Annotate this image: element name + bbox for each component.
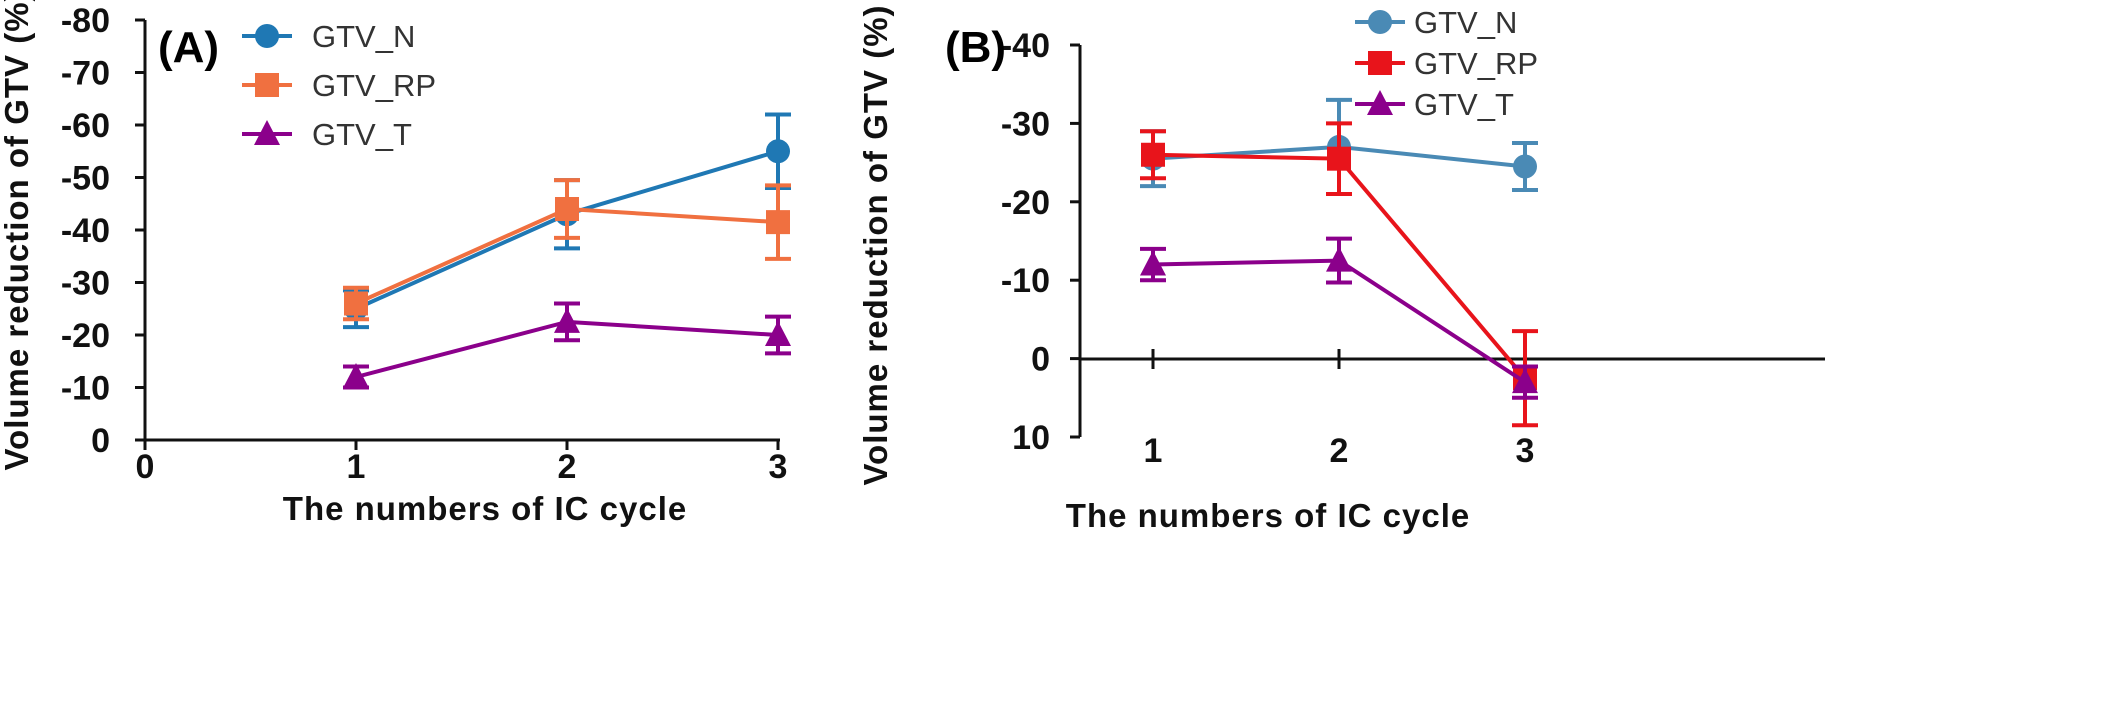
- data-point: [1327, 146, 1351, 171]
- data-point: [1326, 246, 1352, 272]
- y-tick-label: -10: [1001, 262, 1050, 300]
- x-axis-title: The numbers of IC cycle: [1066, 497, 1470, 534]
- legend-label: GTV_RP: [1414, 46, 1538, 81]
- y-axis-title: Volume reduction of GTV (%): [0, 0, 35, 471]
- y-tick-label: -40: [61, 212, 110, 250]
- panel-label: (B): [945, 23, 1006, 72]
- x-tick-label: 1: [347, 448, 366, 486]
- data-point: [1140, 250, 1166, 276]
- legend-label: GTV_T: [312, 117, 412, 152]
- x-tick-label: 3: [769, 448, 788, 486]
- legend-label: GTV_RP: [312, 68, 436, 103]
- data-point: [1368, 51, 1392, 75]
- data-point: [555, 197, 579, 221]
- data-point: [766, 139, 790, 164]
- legend-label: GTV_T: [1414, 87, 1514, 122]
- legend-entry: GTV_RP: [1355, 46, 1538, 81]
- y-tick-label: 10: [1012, 419, 1050, 457]
- y-tick-label: -40: [1001, 27, 1050, 65]
- y-tick-label: 0: [91, 422, 110, 460]
- y-tick-label: -20: [61, 317, 110, 355]
- panel-label: (A): [158, 23, 219, 72]
- data-point: [1512, 368, 1538, 394]
- series-gtv-t: [343, 301, 791, 390]
- legend-entry: GTV_RP: [242, 68, 436, 103]
- y-tick-label: 0: [1031, 341, 1050, 379]
- x-axis-title: The numbers of IC cycle: [283, 490, 687, 527]
- x-tick-label: 1: [1144, 432, 1163, 470]
- data-point: [344, 291, 368, 316]
- x-tick-label: 0: [136, 448, 155, 486]
- legend-label: GTV_N: [312, 19, 415, 54]
- y-tick-label: -10: [61, 370, 110, 408]
- data-point: [766, 210, 790, 235]
- data-point: [1367, 90, 1393, 115]
- data-point: [765, 321, 791, 346]
- y-tick-label: -80: [61, 2, 110, 40]
- data-point: [255, 73, 279, 97]
- legend-entry: GTV_N: [242, 19, 415, 54]
- y-tick-label: -50: [61, 160, 110, 198]
- legend-entry: GTV_N: [1355, 5, 1517, 40]
- legend-label: GTV_N: [1414, 5, 1517, 40]
- y-tick-label: -60: [61, 107, 110, 145]
- x-tick-label: 3: [1516, 432, 1535, 470]
- y-tick-label: -30: [1001, 105, 1050, 143]
- data-point: [255, 24, 279, 48]
- data-point: [1513, 154, 1537, 179]
- data-point: [1141, 142, 1165, 167]
- data-point: [254, 120, 280, 145]
- series-gtv-rp: [343, 178, 791, 322]
- legend-entry: GTV_T: [242, 117, 412, 152]
- legend-entry: GTV_T: [1355, 87, 1514, 122]
- y-axis-title: Volume reduction of GTV (%): [857, 4, 894, 485]
- data-point: [1368, 10, 1392, 34]
- x-tick-label: 2: [558, 448, 577, 486]
- x-tick-label: 2: [1330, 432, 1349, 470]
- data-point: [343, 363, 369, 388]
- panel-a: 0 -10 -20 -30 -40 -50 -60 -70 -80 0 1 2 3 The numbers…: [0, 0, 791, 527]
- panel-b: 10 0 -10 -20 -30 -40 1 2 3 The numbers of IC cycl…: [857, 4, 1825, 534]
- y-tick-label: -30: [61, 265, 110, 303]
- y-tick-label: -20: [1001, 184, 1050, 222]
- series-gtv-t: [1140, 236, 1538, 400]
- y-tick-label: -70: [61, 55, 110, 93]
- data-point: [554, 307, 580, 333]
